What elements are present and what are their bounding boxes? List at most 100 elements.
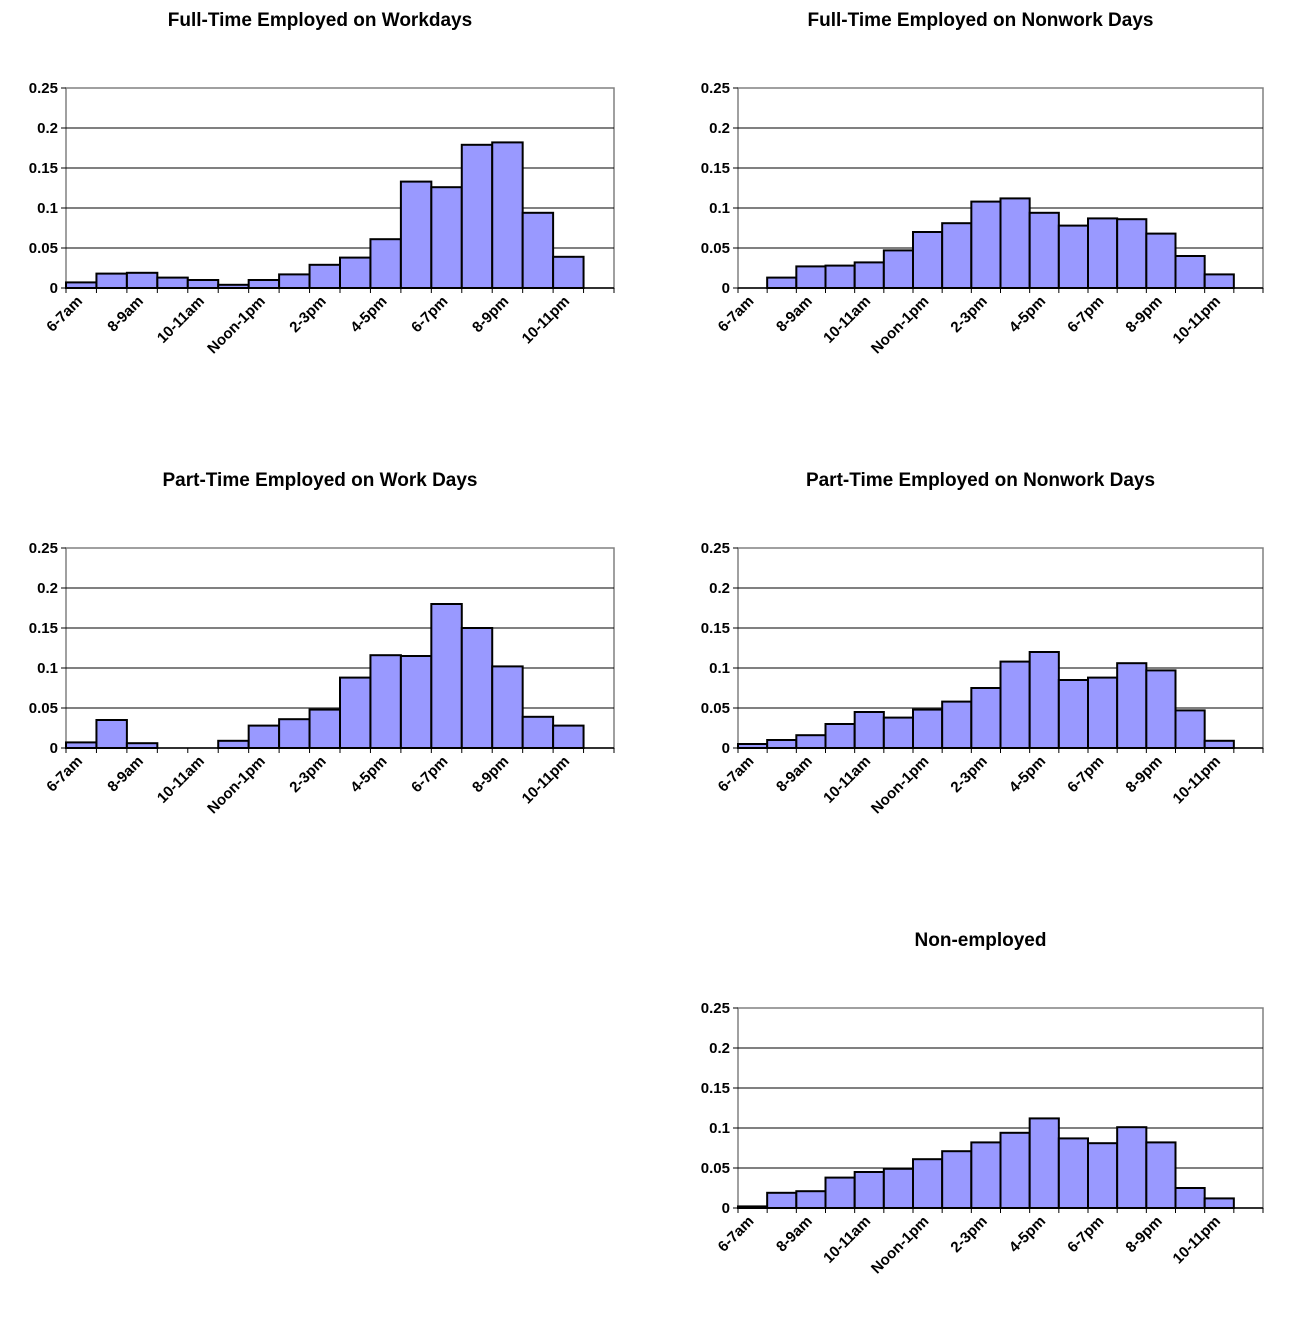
bar [970,687,1002,749]
bar [1203,273,1235,289]
bar [795,734,827,750]
x-tick-label: 6-7am [43,293,86,336]
bar [521,715,555,749]
y-tick-label: 0.2 [37,120,58,137]
bar [999,1131,1031,1209]
y-tick-label: 0.25 [701,80,730,97]
x-tick-label: Noon-1pm [868,1213,932,1277]
chart-title: Full-Time Employed on Nonwork Days [807,10,1154,31]
x-tick-label: 4-5pm [347,293,390,336]
bar [278,273,311,289]
bar [247,724,281,750]
bar [824,264,856,290]
bar [1028,211,1060,289]
bar [339,256,372,290]
bar [1087,217,1119,289]
bar [65,281,98,289]
bar [941,222,973,289]
x-tick-label: 10-11am [820,293,874,347]
bar [369,238,402,289]
x-tick-label: 10-11pm [519,293,573,347]
x-tick-label: 10-11am [820,1213,874,1267]
y-tick-label: 0.2 [709,1040,730,1057]
y-tick-label: 0.25 [701,540,730,557]
bar [853,261,885,289]
y-tick-label: 0.1 [709,660,730,677]
chart-part-time-nonwork-days: Part-Time Employed on Nonwork Days 0 0.05… [672,460,1289,860]
bar [1116,218,1148,289]
y-tick-label: 0.15 [701,160,730,177]
bar [1145,669,1177,749]
bar [999,197,1031,289]
y-tick-label: 0 [722,280,730,297]
chart-title: Full-Time Employed on Workdays [167,10,473,31]
bar [430,603,463,749]
y-tick-label: 0.05 [29,700,58,717]
bar [882,716,914,750]
x-tick-label: 8-9am [773,293,816,336]
chart-full-time-workdays: Full-Time Employed on Workdays 0 0.05 0.1 0… [0,0,640,400]
bar [766,1191,798,1209]
x-tick-label: 4-5pm [1006,753,1049,796]
y-tick-label: 0.1 [37,200,58,217]
bar [399,180,433,290]
bar [95,719,128,749]
x-tick-label: 10-11pm [1170,753,1224,807]
bar [912,708,944,750]
y-tick-label: 0.15 [701,620,730,637]
x-tick-label: 8-9pm [469,293,512,336]
x-tick-label: Noon-1pm [868,293,932,357]
bar-chart-svg: 0 0.05 0.1 0.15 0.2 0.25 6-7am 8-9am 10-11amNoon… [29,80,615,357]
bar [853,711,885,749]
bar [882,1167,914,1210]
x-tick-label: 4-5pm [347,753,390,796]
bar [999,660,1031,750]
x-tick-label: Noon-1pm [204,753,268,817]
x-tick-label: 8-9pm [1122,293,1165,336]
bar [460,627,494,749]
chart-part-time-work-days: Part-Time Employed on Work Days 0 0.05 0.1… [0,460,640,860]
x-tick-label: 8-9pm [469,753,512,796]
y-tick-label: 0.25 [29,540,58,557]
chart-non-employed: Non-employed 0 0.05 0.1 0.15 0.2 0.25 6-7am 8-9… [672,920,1289,1324]
bar [1203,739,1235,749]
bar [217,739,250,749]
bar [824,723,856,749]
x-tick-label: 4-5pm [1006,1213,1049,1256]
bar [882,249,914,289]
bar [941,700,973,750]
x-tick-label: 6-7am [715,1213,758,1256]
bar [1116,662,1148,749]
y-tick-label: 0.25 [701,1000,730,1017]
bar [970,200,1002,290]
bar [1028,1117,1060,1209]
y-tick-label: 0.05 [701,700,730,717]
y-tick-label: 0 [722,740,730,757]
bar [1174,709,1206,749]
y-tick-label: 0.1 [37,660,58,677]
x-tick-label: 10-11pm [1170,1213,1224,1267]
bar [369,654,402,749]
x-tick-label: 4-5pm [1006,293,1049,336]
bar [1057,679,1090,749]
bar [1174,1187,1206,1209]
bar [912,231,944,289]
x-tick-label: 10-11am [154,293,208,347]
bar [1203,1197,1235,1209]
x-tick-label: Noon-1pm [868,753,932,817]
bar [399,655,433,749]
y-tick-label: 0.25 [29,80,58,97]
bar [766,739,798,749]
x-tick-label: 6-7pm [408,293,451,336]
bar [1087,676,1119,750]
x-tick-label: 6-7pm [1064,753,1107,796]
x-tick-label: 6-7pm [408,753,451,796]
bar [339,676,372,750]
x-tick-label: Noon-1pm [204,293,268,357]
bar [491,141,524,289]
x-tick-label: 2-3pm [947,753,990,796]
x-tick-label: 2-3pm [947,293,990,336]
bar-chart-svg: 0 0.05 0.1 0.15 0.2 0.25 6-7am 8-9am 10-11amNoon… [701,80,1264,357]
x-tick-label: 8-9am [773,1213,816,1256]
y-tick-label: 0.05 [701,240,730,257]
